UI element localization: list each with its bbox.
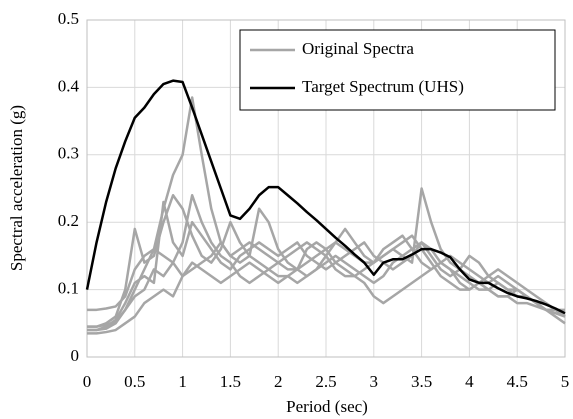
y-tick-label: 0.4 — [58, 76, 80, 95]
legend-label: Target Spectrum (UHS) — [302, 77, 464, 96]
x-tick-label: 4.5 — [507, 372, 528, 391]
series-line — [87, 241, 566, 335]
y-axis-title: Spectral acceleration (g) — [7, 105, 26, 271]
y-tick-label: 0 — [71, 346, 80, 365]
series-line — [87, 193, 566, 328]
y-tick-label: 0.1 — [58, 279, 79, 298]
x-axis-title: Period (sec) — [286, 397, 368, 416]
x-tick-label: 0.5 — [124, 372, 145, 391]
x-tick-label: 1 — [178, 372, 187, 391]
legend-box — [239, 29, 556, 111]
series-line — [87, 200, 566, 332]
x-tick-label: 3.5 — [411, 372, 432, 391]
y-tick-label: 0.3 — [58, 144, 79, 163]
y-tick-label: 0.2 — [58, 211, 79, 230]
legend-label: Original Spectra — [302, 39, 414, 58]
y-tick-label: 0.5 — [58, 9, 79, 28]
plot-border — [86, 19, 566, 358]
x-tick-label: 1.5 — [220, 372, 241, 391]
x-tick-label: 5 — [561, 372, 570, 391]
series-line — [85, 79, 566, 315]
x-tick-label: 3 — [370, 372, 379, 391]
x-tick-label: 2.5 — [315, 372, 336, 391]
x-tick-label: 0 — [83, 372, 92, 391]
x-tick-label: 4 — [465, 372, 474, 391]
x-tick-label: 2 — [274, 372, 283, 391]
